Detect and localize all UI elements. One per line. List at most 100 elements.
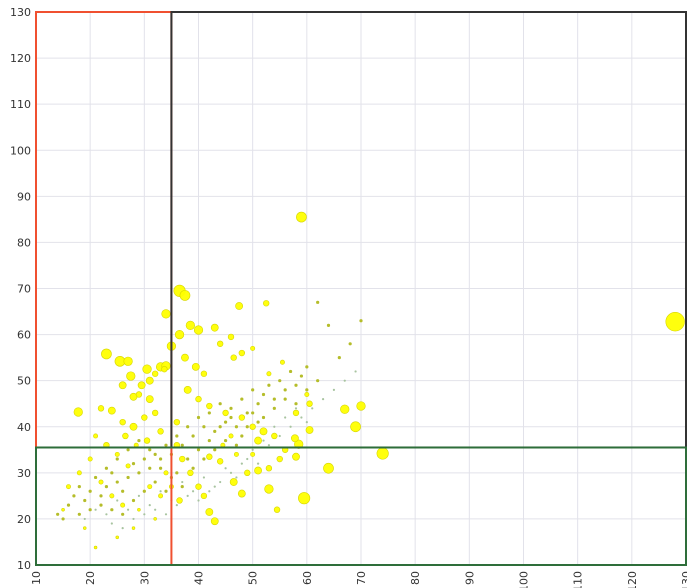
data-point [305, 365, 309, 369]
data-point [207, 438, 211, 443]
bubble-point [250, 451, 256, 457]
data-point [300, 416, 303, 419]
data-point [61, 517, 65, 521]
bubble-point [276, 455, 283, 463]
data-point [115, 457, 119, 461]
data-point [158, 457, 163, 461]
bubble-point [250, 345, 256, 351]
data-point [116, 499, 119, 502]
bubble-point [271, 432, 278, 440]
bubble-point [181, 353, 189, 362]
data-point [251, 388, 255, 392]
bubble-point [115, 535, 119, 540]
data-point [234, 443, 239, 447]
data-point [148, 448, 152, 452]
bubble-point [137, 381, 146, 390]
data-point [110, 471, 114, 475]
data-point [305, 421, 308, 424]
data-point [153, 480, 157, 484]
bubble-point [292, 409, 300, 417]
bubble-point [254, 436, 262, 445]
data-point [213, 485, 216, 488]
bubble-point [229, 478, 238, 486]
bubble-point [157, 428, 164, 435]
bubble-point [61, 507, 65, 512]
x-tick-label: 90 [463, 571, 476, 585]
bubble-point [73, 407, 83, 417]
data-point [337, 356, 341, 360]
data-point [251, 411, 255, 415]
bubble-point [206, 402, 213, 410]
data-point [235, 476, 238, 479]
bubble-point [118, 381, 127, 390]
bubble-point [210, 517, 219, 526]
bubble-point [259, 427, 268, 436]
data-point [273, 425, 276, 428]
bubble-point [66, 484, 71, 490]
bubble-point [183, 385, 192, 394]
data-point [191, 434, 195, 438]
bubble-point [93, 433, 99, 439]
bubble-point [158, 493, 164, 499]
bubble-point [210, 323, 219, 332]
data-point [104, 466, 109, 470]
grid-lines [35, 11, 687, 566]
data-point [288, 369, 293, 374]
data-point [272, 397, 276, 401]
data-point [126, 475, 130, 480]
data-point [354, 370, 357, 373]
data-point [132, 517, 135, 521]
bubble-point [304, 392, 310, 397]
bubble-point [176, 497, 183, 504]
bubble-point [120, 502, 126, 508]
data-point [56, 512, 60, 516]
data-point [202, 425, 206, 429]
data-point [348, 342, 352, 346]
y-tick-label: 10 [17, 559, 31, 572]
bubble-point [273, 506, 281, 513]
bubble-point [143, 437, 151, 444]
data-point [164, 443, 168, 447]
data-point [154, 508, 157, 511]
data-point [104, 485, 109, 489]
data-point [256, 420, 260, 424]
data-point [158, 466, 163, 470]
data-point [121, 527, 124, 530]
bubble-point [230, 354, 237, 361]
data-point [164, 489, 168, 493]
data-point [99, 494, 103, 498]
bubble-point [296, 211, 307, 223]
bubble-point [305, 426, 314, 434]
x-tick-label: 60 [301, 571, 314, 585]
data-point [245, 425, 249, 429]
data-point [99, 503, 103, 507]
bubble-point [233, 451, 239, 457]
data-point [159, 490, 162, 493]
data-point [175, 471, 179, 475]
data-point [131, 498, 136, 503]
data-point [229, 471, 233, 474]
bubble-point [244, 469, 251, 477]
bubble-point [101, 348, 112, 360]
bubble-point [119, 418, 126, 426]
bubble-point [340, 404, 350, 414]
data-point [284, 416, 287, 419]
y-tick-label: 80 [17, 236, 31, 249]
data-point [202, 457, 206, 461]
bubble-point [93, 545, 98, 550]
data-point [72, 494, 76, 498]
data-point [316, 300, 320, 304]
bubble-point [298, 492, 311, 505]
bubble-point [249, 423, 256, 430]
data-point [126, 508, 130, 511]
bubble-point [131, 526, 136, 530]
data-point [196, 415, 201, 420]
data-point [186, 494, 189, 497]
bubble-point [151, 409, 159, 417]
bubble-point [125, 463, 131, 469]
bubble-point [174, 329, 185, 340]
bubble-point [264, 484, 274, 494]
data-point [207, 411, 211, 415]
data-point [321, 398, 325, 401]
data-point [142, 489, 146, 493]
